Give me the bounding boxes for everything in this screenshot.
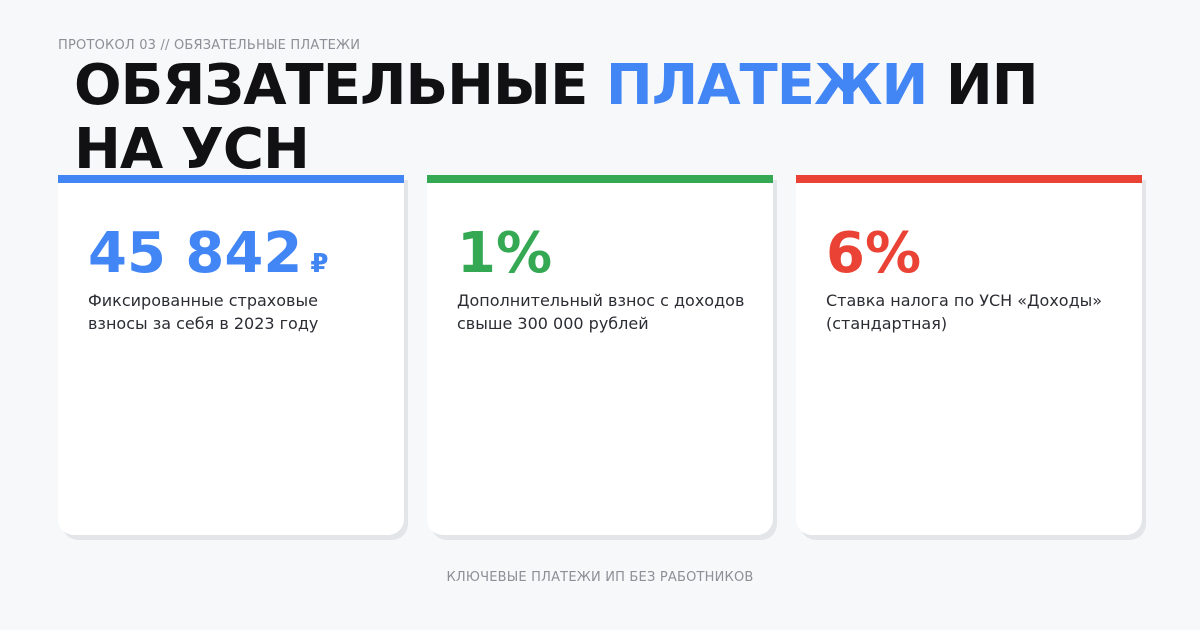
card-value: 45 842 ₽ bbox=[88, 221, 328, 297]
card-accent-bar bbox=[796, 175, 1142, 183]
ruble-sign: ₽ bbox=[310, 249, 329, 279]
card-fixed-contributions: 45 842 ₽ Фиксированные страховые взносы з… bbox=[58, 175, 404, 535]
card-description: Ставка налога по УСН «Доходы» (стандартн… bbox=[826, 291, 1103, 333]
card-value-number: 45 842 bbox=[88, 221, 303, 286]
title-part-2: ИП НА УСН bbox=[74, 53, 1039, 182]
card-accent-bar bbox=[427, 175, 773, 183]
protocol-label: ПРОТОКОЛ 03 // ОБЯЗАТЕЛЬНЫЕ ПЛАТЕЖИ bbox=[58, 38, 361, 53]
card-description: Дополнительный взнос с доходов свыше 300… bbox=[457, 291, 745, 333]
card-additional-contribution: 1% Дополнительный взнос с доходов свыше … bbox=[427, 175, 773, 535]
title-accent: ПЛАТЕЖИ bbox=[605, 53, 929, 118]
card-value-number: 1% bbox=[457, 221, 553, 286]
card-value: 6% bbox=[826, 221, 921, 287]
title-part-1: ОБЯЗАТЕЛЬНЫЕ bbox=[74, 53, 606, 118]
card-description: Фиксированные страховые взносы за себя в… bbox=[88, 291, 319, 333]
card-accent-bar bbox=[58, 175, 404, 183]
card-value-number: 6% bbox=[826, 221, 922, 286]
card-tax-rate: 6% Ставка налога по УСН «Доходы» (станда… bbox=[796, 175, 1142, 535]
footer-caption: КЛЮЧЕВЫЕ ПЛАТЕЖИ ИП БЕЗ РАБОТНИКОВ bbox=[446, 570, 754, 585]
page-title: ОБЯЗАТЕЛЬНЫЕ ПЛАТЕЖИ ИП НА УСН bbox=[74, 54, 1134, 182]
card-value: 1% bbox=[457, 221, 552, 287]
